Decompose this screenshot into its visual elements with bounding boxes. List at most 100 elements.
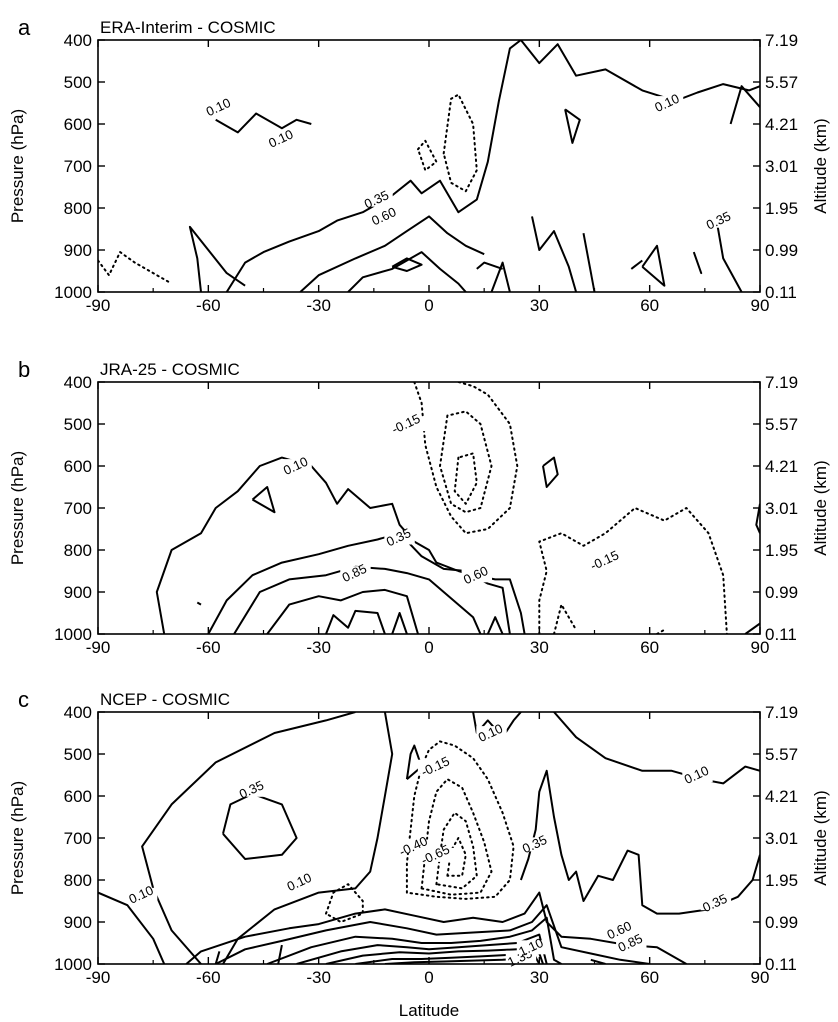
y-axis-title-right: Altitude (km) [811, 460, 830, 555]
positive-contour-line [188, 225, 246, 292]
x-tick-label: 0 [424, 296, 433, 315]
contour-label-bg [384, 530, 415, 545]
altitude-tick-label: 1.95 [765, 541, 798, 560]
positive-contour-line [476, 261, 503, 270]
contour-label: 0.10 [266, 126, 295, 150]
panel-title: NCEP - COSMIC [100, 690, 230, 709]
contour-label-bg [237, 782, 268, 797]
y-tick-label: 800 [64, 199, 92, 218]
positive-contour-line [553, 712, 760, 785]
altitude-tick-label: 0.11 [765, 625, 797, 644]
panel-letter: b [18, 357, 30, 382]
contour-label: 0.85 [340, 561, 369, 585]
x-tick-label: 30 [530, 296, 549, 315]
plot-frame [97, 381, 761, 635]
altitude-tick-label: 4.21 [765, 457, 798, 476]
contour-label-bg [704, 213, 735, 228]
y-axis-title-right: Altitude (km) [811, 790, 830, 885]
negative-contour-line [553, 603, 578, 634]
negative-contour-line [420, 778, 493, 896]
positive-contour-line [233, 565, 482, 634]
contour-label-bg [340, 566, 371, 581]
positive-contour-line [486, 616, 504, 634]
y-tick-label: 600 [64, 457, 92, 476]
negative-contour-line [405, 740, 515, 900]
positive-contour-line [266, 916, 562, 964]
contour-label: -0.15 [588, 547, 621, 573]
positive-contour-line [714, 216, 743, 292]
positive-contour-line [215, 112, 312, 134]
altitude-tick-label: 5.57 [765, 415, 798, 434]
contour-label: 0.10 [281, 454, 310, 478]
contour-label-bg [417, 759, 455, 774]
contour-lines [98, 40, 760, 292]
positive-contour-line [391, 612, 408, 634]
panel-letter: a [18, 15, 31, 40]
positive-contour-line [277, 944, 283, 964]
positive-contour-line [215, 904, 650, 964]
y-tick-label: 500 [64, 745, 92, 764]
x-tick-label: 30 [530, 638, 549, 657]
positive-contour-line [207, 532, 511, 634]
x-tick-label: 0 [424, 968, 433, 987]
positive-contour-line [222, 792, 298, 860]
positive-contour-line [405, 744, 423, 780]
positive-contour-line [531, 216, 578, 292]
y-tick-label: 400 [64, 31, 92, 50]
y-tick-label: 600 [64, 787, 92, 806]
contour-label: -0.15 [389, 411, 422, 437]
positive-contour-line [266, 588, 419, 634]
contour-label-bg [362, 192, 393, 207]
x-tick-label: 90 [751, 638, 770, 657]
y-tick-label: 500 [64, 73, 92, 92]
panel-a: 0.100.100.100.350.60 0.35-90 -60 -30 0 30 60 90… [8, 15, 830, 315]
altitude-tick-label: 7.19 [765, 373, 798, 392]
altitude-tick-label: 1.95 [765, 871, 798, 890]
x-tick-label: -30 [306, 968, 331, 987]
negative-contour-line [325, 883, 364, 923]
x-tick-label: -60 [196, 638, 221, 657]
altitude-tick-label: 4.21 [765, 115, 798, 134]
positive-contour-line [692, 251, 703, 275]
contour-label: 0.10 [682, 763, 711, 787]
contour-label-bg [417, 847, 455, 862]
y-tick-label: 900 [64, 241, 92, 260]
altitude-tick-label: 5.57 [765, 745, 798, 764]
y-tick-label: 700 [64, 829, 92, 848]
x-tick-label: -90 [86, 968, 111, 987]
altitude-tick-label: 5.57 [765, 73, 798, 92]
positive-contour-line [564, 108, 581, 144]
y-axis-title: Pressure (hPa) [8, 109, 27, 223]
altitude-tick-label: 0.11 [765, 283, 797, 302]
y-tick-label: 700 [64, 157, 92, 176]
plot-frame [97, 711, 761, 965]
x-tick-label: -60 [196, 968, 221, 987]
positive-contour-line [519, 769, 760, 915]
negative-contour-line [435, 811, 478, 890]
altitude-tick-label: 3.01 [765, 157, 798, 176]
x-tick-label: 0 [424, 638, 433, 657]
positive-contour-line [325, 609, 386, 634]
contour-label-bg [476, 726, 507, 741]
contour-lines [98, 712, 760, 964]
contour-label: 0.10 [204, 95, 233, 119]
negative-contour-line [417, 139, 438, 172]
contour-label-bg [587, 553, 625, 568]
positive-contour-line [185, 891, 687, 964]
y-tick-label: 900 [64, 913, 92, 932]
contour-label-bg [266, 131, 298, 146]
contour-label-bg [388, 417, 426, 432]
negative-contour-line [442, 93, 478, 193]
contour-label-bg [126, 887, 158, 902]
contour-label: 0.10 [476, 721, 505, 745]
x-tick-label: -90 [86, 638, 111, 657]
altitude-tick-label: 3.01 [765, 829, 798, 848]
y-tick-label: 1000 [54, 625, 92, 644]
y-axis-title-right: Altitude (km) [811, 118, 830, 213]
x-tick-label: -30 [306, 638, 331, 657]
positive-contour-line [299, 215, 485, 292]
contour-label: 0.10 [126, 882, 155, 906]
contour-label-bg [516, 940, 548, 955]
positive-contour-line [490, 261, 511, 292]
